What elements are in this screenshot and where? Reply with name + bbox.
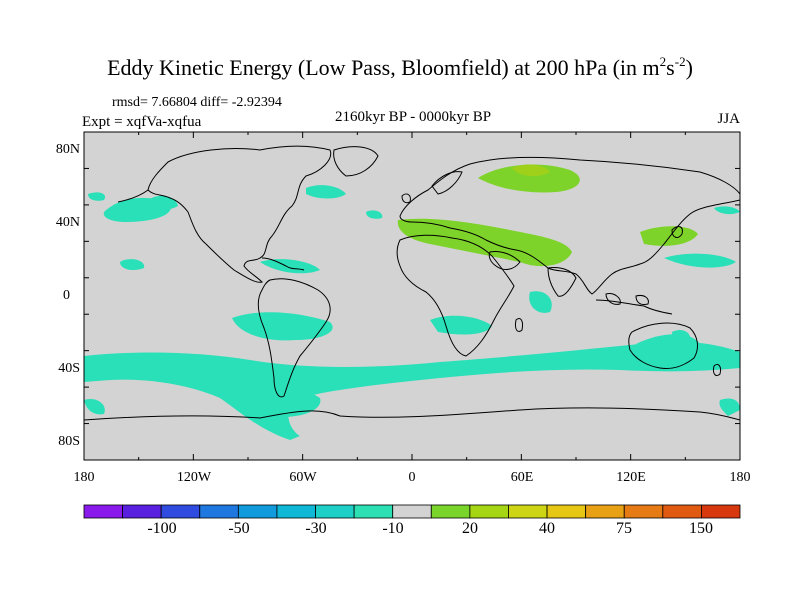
colorbar-label-150: 150	[689, 520, 713, 537]
colorbar-swatch	[546, 504, 587, 519]
colorbar-swatch	[508, 504, 548, 519]
anomaly-neg-alaska	[148, 195, 178, 210]
y-label-0: 0	[63, 288, 70, 303]
colorbar-label-20: 20	[462, 520, 478, 537]
x-label-180e: 180	[729, 470, 751, 485]
x-label-60w: 60W	[289, 470, 317, 485]
colorbar-label-neg50: -50	[228, 520, 250, 537]
rmsd-diff-text: rmsd= 7.66804 diff= -2.92394	[112, 95, 282, 110]
colorbar-swatch	[199, 504, 239, 519]
colorbar-label-neg10: -10	[382, 520, 404, 537]
anomaly-fills	[84, 164, 740, 440]
x-label-0: 0	[408, 470, 416, 485]
anomaly-neg-south-pacific	[232, 312, 333, 341]
anomaly-pos-siberia	[478, 164, 580, 193]
y-label-40n: 40N	[55, 215, 80, 230]
colorbar-swatch	[430, 504, 471, 519]
colorbar-label-neg30: -30	[305, 520, 327, 537]
y-label-80s: 80S	[58, 434, 80, 449]
colorbar-swatch	[662, 504, 702, 519]
axis-ticks	[83, 131, 741, 461]
experiment-label: Expt = xqfVa-xqfua	[82, 114, 202, 130]
chart-title: Eddy Kinetic Energy (Low Pass, Bloomfiel…	[0, 55, 800, 81]
colorbar-label-75: 75	[616, 520, 632, 537]
anomaly-neg-nw-pacific	[664, 253, 736, 268]
colorbar-label-40: 40	[539, 520, 555, 537]
title-end: )	[685, 55, 693, 80]
colorbar	[83, 504, 741, 519]
colorbar-swatch	[585, 504, 625, 519]
anomaly-neg-se-australia	[672, 329, 691, 347]
anomaly-neg-aleutian	[88, 192, 106, 201]
coastlines	[84, 145, 740, 421]
title-sup-2: -2	[674, 54, 686, 69]
anomaly-neg-south-atlantic	[430, 315, 492, 335]
x-label-60e: 60E	[510, 470, 534, 485]
x-label-120w: 120W	[176, 470, 212, 485]
anomaly-pos-siberia-core	[512, 164, 550, 177]
colorbar-label-neg100: -100	[147, 520, 177, 537]
colorbar-swatch	[353, 504, 394, 519]
anomaly-neg-southern-ocean-band	[84, 341, 740, 440]
anomaly-neg-antarctic-edge	[84, 398, 105, 415]
colorbar-swatch	[83, 504, 123, 519]
anomaly-neg-far-east	[714, 206, 740, 215]
y-label-80n: 80N	[55, 142, 80, 157]
anomaly-neg-east-edge	[719, 398, 740, 416]
colorbar-swatch	[315, 504, 355, 519]
x-label-120e: 120E	[616, 470, 646, 485]
colorbar-swatch	[122, 504, 162, 519]
colorbar-swatch	[469, 504, 509, 519]
anomaly-neg-caribbean	[260, 259, 320, 274]
anomaly-neg-atlantic	[306, 185, 346, 199]
anomaly-neg-indian	[529, 291, 552, 313]
title-text: Eddy Kinetic Energy (Low Pass, Bloomfiel…	[107, 55, 660, 80]
colorbar-swatch	[237, 504, 278, 519]
anomaly-neg-drake-passage	[237, 384, 321, 417]
title-sup-1: 2	[659, 54, 667, 69]
title-unit: s	[666, 55, 675, 80]
anomaly-pos-japan	[640, 226, 698, 246]
colorbar-swatch	[276, 504, 316, 519]
period-label: 2160kyr BP - 0000kyr BP	[334, 109, 492, 125]
colorbar-swatch	[160, 504, 201, 519]
anomaly-neg-mid-atlantic	[366, 210, 383, 219]
y-label-40s: 40S	[58, 361, 80, 376]
x-label-180w: 180	[73, 470, 95, 485]
anomaly-neg-east-pacific	[120, 259, 145, 270]
colorbar-swatch	[623, 504, 664, 519]
map-background	[84, 132, 740, 460]
colorbar-swatch	[701, 504, 741, 519]
season-label: JJA	[717, 111, 740, 127]
colorbar-swatch	[392, 504, 432, 519]
